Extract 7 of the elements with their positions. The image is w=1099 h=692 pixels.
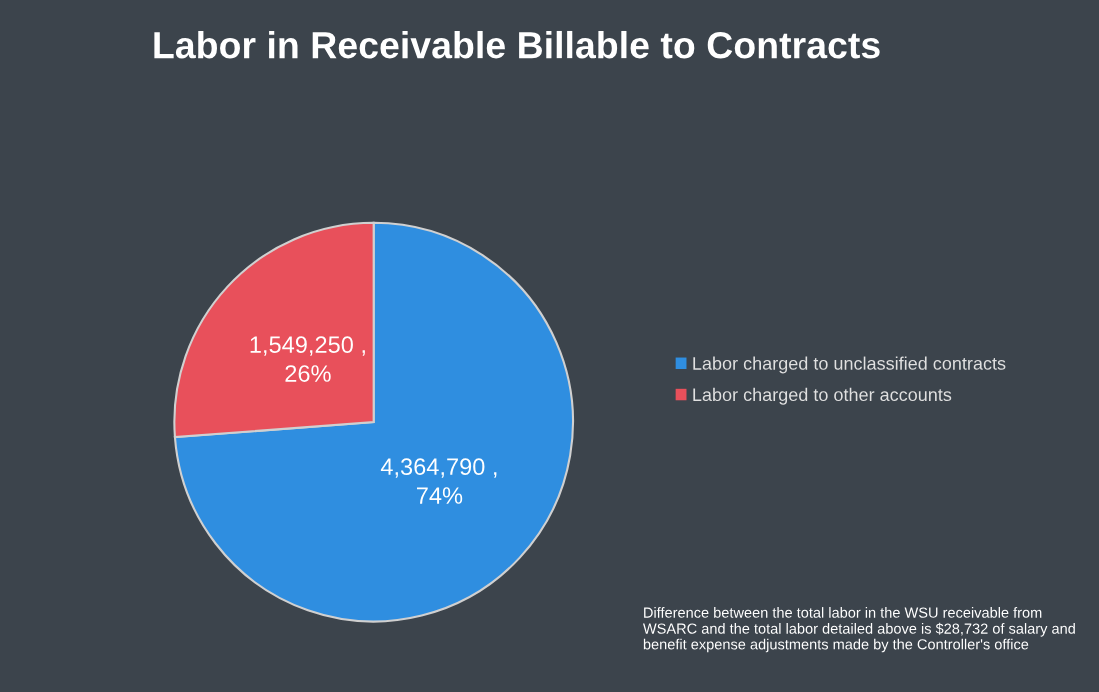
text: Difference between the total labor in the WSU receivable from WSARC and the total labor detailed above is $28,732 of salary and benefit expense adjustments made by the Controller's office — [642, 607, 1075, 653]
legend-label: Labor charged to unclassified contracts — [693, 356, 1006, 374]
legend-label: Labor charged to other accounts — [693, 387, 952, 405]
chart-title: Labor in Receivable Billable to Contracts — [154, 30, 880, 59]
pie-slice — [173, 221, 574, 623]
data-label: 1,549,250 , 26% — [250, 336, 365, 382]
data-label: 4,364,790 , 74% — [380, 458, 497, 504]
